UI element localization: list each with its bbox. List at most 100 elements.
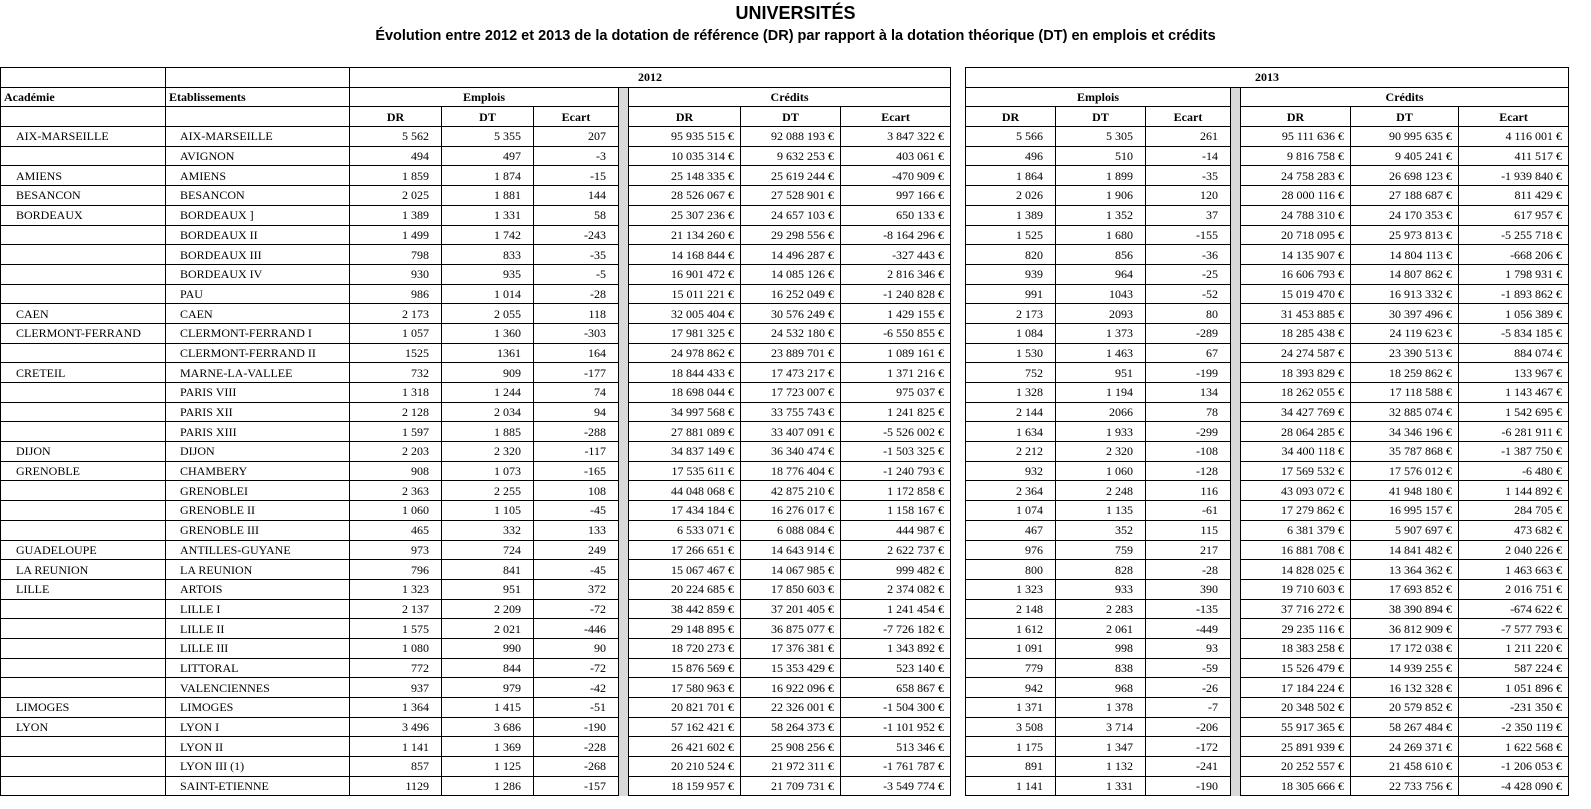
column-separator: [1230, 500, 1241, 521]
emplois-ecart-cell: -45: [533, 500, 619, 521]
emplois-dr-cell: 1 371: [965, 697, 1056, 718]
emplois-ecart-cell: 37: [1145, 204, 1231, 226]
credits-dr-cell: 17 434 184 €: [628, 500, 741, 521]
emplois-dr-cell: 798: [349, 244, 442, 265]
emplois-ecart-cell: 90: [533, 637, 619, 659]
credits-dr-cell: 28 000 116 €: [1240, 185, 1351, 206]
credits-dt-cell: 17 693 852 €: [1350, 578, 1459, 600]
credits-dr-cell: 17 569 532 €: [1240, 460, 1351, 482]
table-row: DIJON DIJON 2 203 2 320 -117 34 837 149 €36 3…: [0, 441, 952, 462]
credits-dr-cell: 34 427 769 €: [1240, 401, 1351, 423]
credits-dt-cell: 16 995 157 €: [1350, 500, 1459, 521]
column-separator: [618, 736, 629, 757]
emplois-dr-cell: 5 562: [349, 126, 442, 147]
credits-dr-header: DR: [628, 106, 741, 128]
academie-cell: [0, 421, 166, 443]
etablissement-cell: CLERMONT-FERRAND II: [165, 342, 350, 364]
academie-header: Académie: [0, 86, 166, 108]
emplois-dt-cell: 332: [441, 519, 534, 541]
credits-dr-cell: 14 135 907 €: [1240, 244, 1351, 265]
table-row: AMIENS AMIENS 1 859 1 874 -15 25 148 335 €25 …: [0, 165, 952, 187]
column-separator: [1230, 185, 1241, 206]
table-row: GRENOBLE II 1 060 1 105 -45 17 434 184 €16 2…: [0, 500, 952, 521]
table-row: 1 084 1 373 -289 18 285 438 €24 119 623 € -5…: [965, 322, 1570, 344]
credits-dt-cell: 16 252 049 €: [740, 283, 841, 305]
emplois-dr-cell: 2 137: [349, 598, 442, 620]
emplois-dr-cell: 937: [349, 677, 442, 698]
column-separator: [618, 323, 629, 344]
credits-dr-cell: 18 698 044 €: [628, 382, 741, 403]
emplois-ecart-cell: -108: [1145, 441, 1231, 462]
emplois-dt-cell: 2 055: [441, 303, 534, 324]
emplois-dr-cell: 1 389: [349, 204, 442, 226]
table-row: 1 864 1 899 -35 24 758 283 €26 698 123 € -1 …: [965, 165, 1570, 187]
emplois-ecart-cell: 116: [1145, 480, 1231, 502]
emplois-ecart-cell: -446: [533, 618, 619, 639]
emplois-ecart-cell: 74: [533, 382, 619, 403]
column-separator: [1230, 461, 1241, 481]
table-row: 752 951 -199 18 393 829 €18 259 862 €133 96…: [965, 362, 1570, 383]
academie-cell: BORDEAUX: [0, 204, 166, 226]
etablissement-cell: AIX-MARSEILLE: [165, 126, 350, 147]
year-header-2013: 2013: [964, 67, 1570, 88]
emplois-dr-cell: 2 026: [965, 185, 1056, 206]
column-separator: [1230, 205, 1241, 225]
table-row: 1 074 1 135 -61 17 279 862 €16 995 157 €284…: [965, 500, 1570, 521]
credits-dt-cell: 92 088 193 €: [740, 126, 841, 147]
credits-dr-cell: 17 266 651 €: [628, 539, 741, 561]
emplois-dr-cell: 465: [349, 519, 442, 541]
emplois-dr-cell: 939: [965, 263, 1056, 285]
emplois-dr-cell: 1 074: [965, 500, 1056, 521]
column-separator: [618, 225, 629, 245]
credits-dr-cell: 18 159 957 €: [628, 775, 741, 797]
emplois-dt-cell: 933: [1055, 578, 1146, 600]
credits-dt-cell: 29 298 556 €: [740, 224, 841, 246]
table-row: 1 371 1 378 -7 20 348 502 €20 579 852 € -231…: [965, 697, 1570, 718]
credits-dr-cell: 43 093 072 €: [1240, 480, 1351, 502]
credits-ecart-cell: 1 172 858 €: [839, 480, 952, 502]
column-separator: [618, 480, 629, 501]
emplois-dt-cell: 2 034: [441, 401, 534, 423]
emplois-ecart-cell: -268: [533, 756, 619, 777]
table-row: PARIS VIII 1 318 1 244 74 18 698 044 €17 723…: [0, 382, 952, 403]
credits-dt-cell: 5 907 697 €: [1350, 519, 1459, 541]
emplois-ecart-cell: 93: [1145, 637, 1231, 659]
etablissement-cell: GRENOBLEI: [165, 480, 350, 502]
credits-ecart-cell: -2 350 119 €: [1457, 716, 1570, 738]
academie-cell: [0, 244, 166, 265]
credits-dr-cell: 14 168 844 €: [628, 244, 741, 265]
emplois-dt-cell: 3 714: [1055, 716, 1146, 738]
table-row: 939 964 -25 16 606 793 €14 807 862 €1 798 9…: [965, 263, 1570, 285]
table-row: AVIGNON 494 497 -3 10 035 314 €9 632 253 €40…: [0, 145, 952, 167]
credits-ecart-cell: -8 164 296 €: [839, 224, 952, 246]
page-subtitle: Évolution entre 2012 et 2013 de la dotat…: [375, 28, 1216, 44]
emplois-dr-cell: 1 318: [349, 382, 442, 403]
column-separator: [618, 343, 629, 363]
credits-ecart-cell: -327 443 €: [839, 244, 952, 265]
emplois-dt-cell: 2066: [1055, 401, 1146, 423]
column-separator: [618, 520, 629, 540]
credits-dt-cell: 14 841 482 €: [1350, 539, 1459, 561]
table-row: BESANCON BESANCON 2 025 1 881 144 28 526 067 …: [0, 185, 952, 206]
credits-dr-cell: 18 720 273 €: [628, 637, 741, 659]
etablissement-cell: MARNE-LA-VALLEE: [165, 362, 350, 383]
credits-dr-cell: 25 307 236 €: [628, 204, 741, 226]
credits-dt-cell: 30 397 496 €: [1350, 303, 1459, 324]
credits-ecart-cell: 2 622 737 €: [839, 539, 952, 561]
credits-dr-cell: 24 788 310 €: [1240, 204, 1351, 226]
emplois-ecart-cell: 58: [533, 204, 619, 226]
credits-dr-cell: 95 935 515 €: [628, 126, 741, 147]
credits-dr-cell: 44 048 068 €: [628, 480, 741, 502]
credits-dt-cell: 14 496 287 €: [740, 244, 841, 265]
column-separator: [618, 185, 629, 206]
emplois-dt-cell: 1 680: [1055, 224, 1146, 246]
emplois-header: Emplois: [349, 86, 619, 108]
emplois-dt-cell: 510: [1055, 145, 1146, 167]
etablissement-cell: GRENOBLE III: [165, 519, 350, 541]
credits-dr-cell: 16 901 472 €: [628, 263, 741, 285]
credits-dt-header: DT: [1350, 106, 1459, 128]
column-separator: [618, 244, 629, 265]
etablissement-cell: PARIS XII: [165, 401, 350, 423]
emplois-dr-cell: 779: [965, 657, 1056, 679]
etablissement-cell: ANTILLES-GUYANE: [165, 539, 350, 561]
